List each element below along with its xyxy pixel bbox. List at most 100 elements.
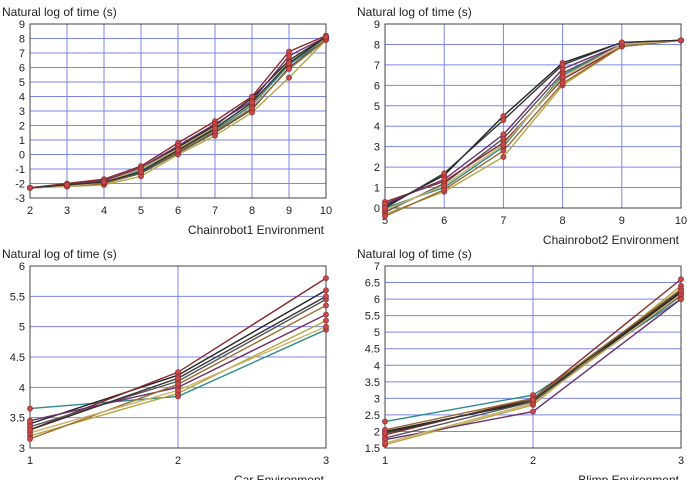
chart-1-ytick-label: 1 <box>374 183 380 195</box>
chart-1-series-7-point <box>441 182 448 189</box>
chart-0-series-8-point <box>138 168 144 175</box>
chart-3-series-2-point <box>678 276 684 283</box>
chart-0-series-5-point <box>286 53 292 59</box>
chart-3-ytick-label: 3.5 <box>365 377 380 389</box>
chart-1-series-line-7 <box>384 39 682 211</box>
chart-0-ytick-label: 0 <box>19 150 25 162</box>
chart-0-series-8-point <box>286 60 292 67</box>
chart-0-series-6-point <box>286 66 292 72</box>
chart-0-xtick-label: 10 <box>320 205 332 217</box>
chart-1-xlabel: Chainrobot2 Environment <box>543 233 680 247</box>
chart-1-series-6-point <box>382 213 388 220</box>
chart-1-ytick-label: 2 <box>374 162 380 174</box>
chart-1-ytick-label: 3 <box>374 142 380 154</box>
chart-2-series-6-point <box>323 302 329 309</box>
chainrobot2-chart: 0 1 2 3 4 5 6 7 8 9 5 6 7 8 9 10 Natural log of time (s)… <box>357 5 687 247</box>
chart-0-ytick-label: 6 <box>19 63 25 75</box>
chart-3-ytick-label: 4.5 <box>365 344 380 356</box>
chart-2-ytick-label: 4.5 <box>10 352 25 364</box>
chart-1-series-5-point <box>500 131 507 138</box>
chart-0-series-8-point <box>64 182 70 188</box>
chart-2-series-3-point <box>323 317 329 324</box>
chart-1-xtick-label: 10 <box>675 215 687 227</box>
chart-1-series-7-point <box>559 74 566 81</box>
chart-0-xtick-label: 2 <box>27 205 33 217</box>
car-chart: 3 3.5 4 4.5 5 5.5 6 1 2 3 Natural log of time (s) C… <box>2 247 329 480</box>
chart-0-series-8-point <box>175 147 181 154</box>
chart-1-ylabel: Natural log of time (s) <box>357 5 472 19</box>
chart-3-series-8-point <box>382 430 388 437</box>
chart-2-series-2-point <box>323 275 329 282</box>
chart-2-ytick-label: 5.5 <box>10 291 25 303</box>
chart-0-ytick-label: 1 <box>19 135 25 147</box>
chart-1-frame <box>384 23 682 209</box>
chart-3-series-8-point <box>530 397 536 403</box>
chart-3-ytick-label: 3 <box>374 393 380 405</box>
chart-1-series-8-point <box>618 39 625 46</box>
chart-1-series-5-point <box>441 176 448 183</box>
chart-1-series-8-point <box>382 205 388 211</box>
chart-2-xlabel: Car Environment <box>234 473 325 480</box>
chart-1-ytick-label: 5 <box>374 101 380 113</box>
chart-2-series-2-point <box>175 369 181 376</box>
chart-3-series-0-point <box>382 418 388 425</box>
chart-1-series-6-point <box>500 147 507 154</box>
chart-3-ytick-label: 6 <box>374 294 380 306</box>
chart-1-ytick-label: 0 <box>374 203 380 215</box>
chart-0-ytick-label: 9 <box>19 19 25 31</box>
chart-1-ytick-label: 7 <box>374 60 380 72</box>
chart-3-ytick-label: 5.5 <box>365 311 380 323</box>
chart-3-series-5-point <box>530 408 536 415</box>
chart-0-ytick-label: -3 <box>15 193 25 205</box>
chart-1-series-line-6 <box>384 39 682 217</box>
chart-2-ytick-label: 4 <box>19 382 25 394</box>
chart-2-series-6-point <box>27 435 33 442</box>
chart-2-series-8-point <box>175 375 181 382</box>
chart-2-series-8-point <box>27 426 33 433</box>
chart-1-xtick-label: 7 <box>500 215 506 227</box>
chart-1-series-7-point <box>500 141 507 148</box>
chart-0-xtick-label: 9 <box>286 205 292 217</box>
chart-0-xtick-label: 7 <box>212 205 218 217</box>
chart-3-ytick-label: 2.5 <box>365 410 380 422</box>
chart-0-ytick-label: -1 <box>15 164 25 176</box>
chart-0-series-8-point <box>27 184 33 191</box>
chart-0-xtick-label: 3 <box>64 205 70 217</box>
chart-0-ylabel: Natural log of time (s) <box>2 5 117 19</box>
chart-2-series-1-point <box>323 287 329 294</box>
chart-2-ytick-label: 6 <box>19 261 25 273</box>
chart-3-ytick-label: 5 <box>374 327 380 339</box>
chart-3-ytick-label: 4 <box>374 360 380 372</box>
chart-1-xtick-label: 5 <box>382 215 388 227</box>
chart-3-ytick-label: 1.5 <box>365 443 380 455</box>
chart-0-frame <box>29 23 327 199</box>
chart-1-ytick-label: 6 <box>374 80 380 92</box>
chart-2-series-5-point <box>27 417 33 424</box>
chart-2-series-7-point <box>323 323 329 330</box>
chart-2-series-0-point <box>27 405 33 412</box>
chart-2-ytick-label: 3 <box>19 443 25 455</box>
chart-0-series-3-point <box>286 74 292 81</box>
chart-2-ytick-label: 3.5 <box>10 413 25 425</box>
chart-2-series-7-point <box>175 387 181 394</box>
chart-0-ytick-label: 8 <box>19 34 25 46</box>
chart-3-series-8-point <box>678 287 684 294</box>
blimp-chart: 1.5 2 2.5 3 3.5 4 4.5 5 5.5 6 6.5 7 1 2 3 Natural log o… <box>357 247 684 480</box>
chart-1-series-6-point <box>559 80 566 87</box>
chart-0-xlabel: Chainrobot1 Environment <box>188 223 325 237</box>
chart-2-series-6-point <box>175 381 181 388</box>
chart-3-xtick-label: 1 <box>382 455 388 467</box>
chart-0-ytick-label: -2 <box>15 179 25 191</box>
chart-0-xtick-label: 8 <box>249 205 255 217</box>
chart-0-series-8-point <box>249 99 255 106</box>
chart-0-ytick-label: 4 <box>19 92 25 104</box>
chart-1-series-line-8 <box>384 39 682 209</box>
chart-2-xtick-label: 3 <box>323 455 329 467</box>
chart-0-ytick-label: 7 <box>19 48 25 60</box>
chart-2-ytick-label: 5 <box>19 322 25 334</box>
chart-3-series-7-point <box>382 440 388 446</box>
chart-3-ytick-label: 6.5 <box>365 278 380 290</box>
chart-3-ytick-label: 7 <box>374 261 380 273</box>
chart-1-series-8-point <box>559 61 566 68</box>
